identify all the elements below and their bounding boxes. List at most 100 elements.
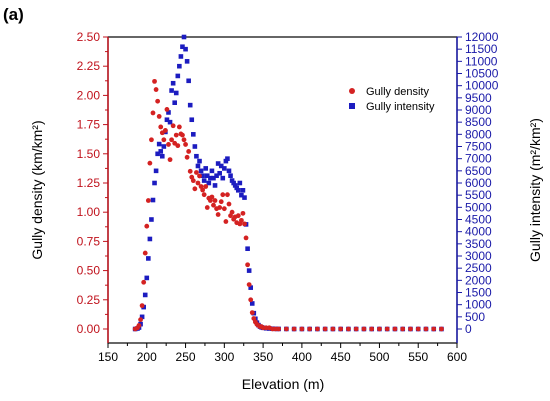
right-tick-label: 500 [465, 310, 485, 324]
gully-density-point [377, 326, 382, 332]
right-tick-label: 8000 [465, 127, 492, 141]
gully-intensity-point [166, 110, 171, 115]
gully-intensity-point [184, 59, 190, 64]
gully-intensity-point [150, 197, 156, 203]
gully-intensity-point [237, 180, 243, 186]
gully-intensity-point [223, 158, 229, 164]
gully-density-point [183, 142, 188, 147]
gully-intensity-point [235, 188, 241, 193]
panel-label: (a) [3, 5, 24, 24]
plot-points [132, 34, 444, 332]
gully-density-point [158, 124, 164, 130]
gully-density-point [209, 194, 215, 200]
gully-intensity-point [248, 285, 254, 290]
gully-density-point [136, 323, 142, 328]
gully-density-point [170, 123, 176, 129]
gully-intensity-point [142, 292, 148, 298]
gully-density-point [150, 110, 156, 116]
gully-intensity-point [183, 46, 188, 52]
gully-density-point [153, 87, 159, 92]
gully-intensity-point [180, 44, 185, 50]
gully-intensity-point [209, 168, 215, 174]
gully-density-point [392, 326, 398, 332]
gully-density-point [221, 206, 227, 212]
left-tick-label: 1.50 [77, 147, 101, 161]
legend-intensity-label: Gully intensity [366, 101, 435, 113]
gully-density-point [229, 209, 235, 215]
right-tick-label: 6000 [465, 176, 492, 190]
gully-density-point [190, 178, 196, 184]
gully-density-point [415, 326, 421, 332]
gully-intensity-point [170, 80, 176, 86]
right-tick-label: 8500 [465, 115, 492, 129]
gully-density-point [276, 326, 282, 332]
gully-intensity-point [152, 180, 157, 186]
gully-density-point [204, 205, 210, 210]
gully-intensity-point [149, 217, 154, 222]
right-tick-label: 10500 [465, 67, 499, 81]
gully-density-point [186, 149, 192, 154]
gully-intensity-point [194, 153, 199, 159]
gully-density-point [161, 137, 167, 143]
gully-density-point [249, 310, 255, 316]
gully-intensity-point [172, 100, 177, 106]
gully-intensity-point [217, 170, 222, 176]
gully-density-point [218, 199, 224, 205]
plot-frame [107, 36, 458, 344]
x-tick-label: 300 [214, 350, 234, 364]
gully-intensity-point [232, 183, 238, 188]
gully-density-point [220, 192, 226, 198]
right-tick-label: 10000 [465, 79, 499, 93]
gully-density-point [307, 326, 313, 332]
right-tick-label: 6500 [465, 164, 492, 178]
gully-intensity-point [204, 173, 210, 179]
gully-density-point [169, 137, 174, 143]
right-tick-label: 2500 [465, 261, 492, 275]
gully-intensity-point [187, 102, 193, 108]
gully-density-point [155, 98, 161, 104]
gully-density-point [175, 143, 181, 149]
gully-intensity-point [208, 175, 213, 181]
gully-density-point [167, 157, 173, 163]
right-tick-label: 12000 [465, 30, 499, 44]
right-tick-label: 7500 [465, 140, 492, 154]
gully-intensity-point [146, 256, 151, 261]
gully-intensity-point [189, 117, 195, 123]
gully-intensity-point [192, 144, 198, 149]
left-y-axis-title: Gully density (km/km²) [29, 120, 45, 259]
right-tick-label: 2000 [465, 273, 492, 287]
gully-intensity-point [203, 166, 209, 171]
gully-intensity-point [229, 178, 235, 183]
gully-density-point [173, 132, 179, 138]
gully-intensity-point [231, 180, 236, 186]
gully-density-point [203, 184, 209, 189]
gully-intensity-point [226, 168, 232, 174]
gully-density-point [181, 137, 187, 143]
right-tick-label: 5000 [465, 200, 492, 214]
gully-density-point [384, 326, 390, 332]
left-tick-label: 0.00 [77, 322, 101, 336]
left-tick-label: 0.25 [77, 293, 101, 307]
right-tick-label: 9500 [465, 91, 492, 105]
gully-density-point [176, 124, 182, 130]
legend-intensity-marker [349, 103, 355, 109]
left-tick-label: 2.25 [77, 59, 101, 73]
gully-density-point [439, 326, 444, 332]
gully-intensity-point [220, 175, 226, 181]
right-tick-label: 0 [465, 322, 472, 336]
gully-intensity-point [239, 192, 244, 198]
x-tick-label: 400 [292, 350, 312, 364]
gully-density-point [243, 235, 249, 241]
x-tick-label: 200 [137, 350, 157, 364]
gully-density-point [315, 326, 320, 332]
gully-density-point [138, 317, 143, 323]
gully-density-point [330, 326, 336, 332]
gully-density-point [223, 219, 229, 224]
gully-intensity-point [139, 314, 145, 320]
gully-intensity-point [218, 163, 224, 169]
gully-density-point [156, 114, 162, 119]
left-tick-label: 1.00 [77, 205, 101, 219]
gully-density-point [180, 132, 185, 138]
gully-density-point [423, 326, 429, 332]
